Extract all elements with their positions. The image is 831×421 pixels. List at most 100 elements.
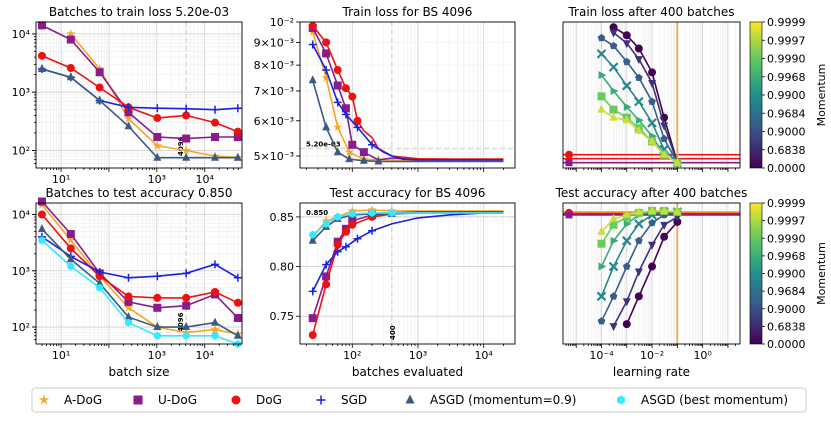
legend-item: A-DoG (38, 393, 102, 407)
panel-title: Train loss for BS 4096 (342, 5, 473, 19)
data-point (123, 302, 134, 312)
x-tick-label: 10¹ (52, 173, 70, 186)
data-point (182, 152, 191, 161)
data-point (233, 313, 242, 322)
data-point (233, 298, 242, 307)
series-line (41, 55, 239, 133)
data-point (309, 230, 317, 239)
data-point (182, 134, 191, 143)
y-tick-label: 10³ (12, 265, 30, 278)
data-point (124, 297, 133, 306)
y-tick-label: 10² (12, 144, 30, 157)
data-point (322, 38, 331, 47)
axes-frame (562, 202, 741, 345)
panel-title: Batches to test accuracy 0.850 (46, 186, 233, 200)
data-point (635, 116, 644, 125)
legend-item: ASGD (best momentum) (617, 393, 788, 407)
data-point (634, 206, 643, 215)
data-point (609, 213, 618, 222)
data-point (341, 110, 350, 119)
data-point (634, 268, 643, 277)
data-point (334, 212, 342, 221)
data-point (348, 92, 357, 101)
data-point (341, 84, 350, 93)
data-point (308, 40, 317, 49)
data-point (341, 227, 350, 236)
data-point (308, 331, 317, 340)
y-tick-label: 10² (12, 321, 30, 334)
data-point (322, 219, 330, 228)
series-sgd (37, 64, 242, 114)
data-point (622, 80, 632, 91)
colorbar-tick-label: 0.9997 (767, 215, 806, 228)
data-point (609, 29, 618, 38)
data-point (308, 314, 317, 323)
data-point (608, 62, 619, 72)
colorbar-tick-label: 0.9990 (767, 232, 806, 245)
panel-title: Batches to train loss 5.20e-03 (49, 5, 229, 19)
data-point (153, 104, 162, 113)
data-point (610, 236, 619, 245)
data-point (353, 234, 362, 243)
data-point (153, 152, 162, 161)
panel-p3: Train loss after 400 batches 0.9999 0.9997… (562, 5, 828, 175)
data-point (634, 56, 643, 65)
data-point (609, 323, 618, 332)
data-point (598, 262, 607, 271)
data-point (617, 395, 625, 405)
legend-label: DoG (256, 393, 282, 407)
data-point (597, 317, 606, 325)
series-asgd-momentum-0-9- (37, 224, 242, 339)
momentum-series (609, 23, 682, 167)
colorbar-tick-label: 0.6838 (767, 144, 806, 157)
legend-label: U-DoG (158, 393, 197, 407)
data-point (673, 157, 682, 166)
series-line (41, 204, 239, 335)
x-tick-label: 10⁻² (640, 349, 664, 362)
data-point (623, 57, 631, 66)
data-point (124, 108, 133, 117)
data-point (233, 330, 242, 339)
y-tick-label: 0.80 (270, 261, 295, 274)
data-point (660, 221, 669, 230)
data-point (95, 68, 104, 77)
data-point (322, 66, 331, 75)
data-point (660, 232, 669, 241)
x-axis-label: learning rate (613, 365, 690, 379)
data-point (623, 219, 632, 228)
series-line (312, 212, 504, 236)
data-point (660, 122, 669, 131)
data-point (125, 318, 132, 327)
data-point (368, 226, 377, 235)
data-point (622, 31, 631, 40)
colorbar-tick-label: 0.0000 (767, 338, 806, 351)
legend-item: U-DoG (133, 393, 197, 407)
data-point (341, 242, 350, 251)
panel-title: Test accuracy after 400 batches (555, 186, 748, 200)
data-point (210, 317, 219, 326)
x-axis-label: batches evaluated (352, 365, 463, 379)
data-point (368, 208, 376, 217)
series-dog (37, 51, 242, 136)
data-point (308, 21, 317, 30)
data-point (123, 113, 134, 123)
data-point (622, 115, 631, 124)
data-point (308, 75, 317, 84)
series-line (41, 200, 239, 319)
series-a-dog (37, 199, 243, 339)
data-point (333, 147, 342, 156)
data-point (233, 133, 242, 142)
hline-label: 0.850 (306, 209, 328, 217)
series-line (311, 212, 504, 292)
data-point (153, 303, 162, 312)
data-point (182, 322, 191, 331)
data-point (38, 394, 50, 405)
y-tick-label: 5×10⁻³ (254, 150, 294, 163)
panel-p1: Batches to train loss 5.20e-03 4096 10¹ 10³… (12, 5, 243, 186)
data-point (609, 23, 618, 32)
data-point (37, 21, 46, 30)
data-point (622, 320, 631, 329)
colorbar-tick-label: 0.9900 (767, 89, 806, 102)
colorbar (749, 21, 763, 169)
panel-title: Test accuracy for BS 4096 (329, 186, 486, 200)
